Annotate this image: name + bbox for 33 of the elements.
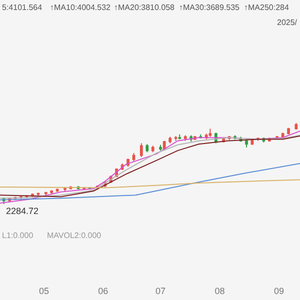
- candlestick: [162, 140, 166, 150]
- candlestick: [140, 142, 143, 158]
- text: ↑MA20:3810.058: [114, 3, 176, 12]
- text: 2025/: [277, 18, 298, 27]
- candlestick: [64, 187, 66, 192]
- candlestick: [159, 144, 162, 152]
- candlestick: [184, 134, 187, 142]
- candlestick: [132, 152, 136, 162]
- candlestick: [36, 192, 40, 196]
- annotation: 2284.72: [6, 206, 39, 216]
- text: ↑MA250:284: [244, 3, 290, 12]
- text: ↑MA10:4004.532: [50, 3, 112, 12]
- candlestick: [146, 144, 149, 153]
- text: ↑MA30:3689.535: [179, 3, 240, 12]
- x-tick-label: 08: [214, 286, 225, 296]
- x-tick-label: 07: [156, 286, 166, 296]
- x-tick-label: 05: [38, 286, 49, 296]
- candlestick: [56, 188, 59, 192]
- candlestick: [178, 134, 182, 140]
- candlestick: [245, 138, 248, 148]
- candlestick: [50, 190, 54, 194]
- text: MAVOL2:0.000: [47, 231, 102, 240]
- candlestick: [44, 191, 48, 196]
- text: 5:4101.564: [2, 3, 43, 12]
- candlestick: [151, 145, 154, 153]
- text: L1:0.000: [2, 231, 34, 240]
- candlestick: [168, 136, 172, 144]
- candlestick: [294, 122, 298, 130]
- candlestick: [174, 136, 178, 142]
- candlestick: [287, 127, 290, 135]
- candlestick: [208, 128, 212, 138]
- x-tick-label: 06: [98, 286, 108, 296]
- x-tick-label: 09: [274, 286, 284, 296]
